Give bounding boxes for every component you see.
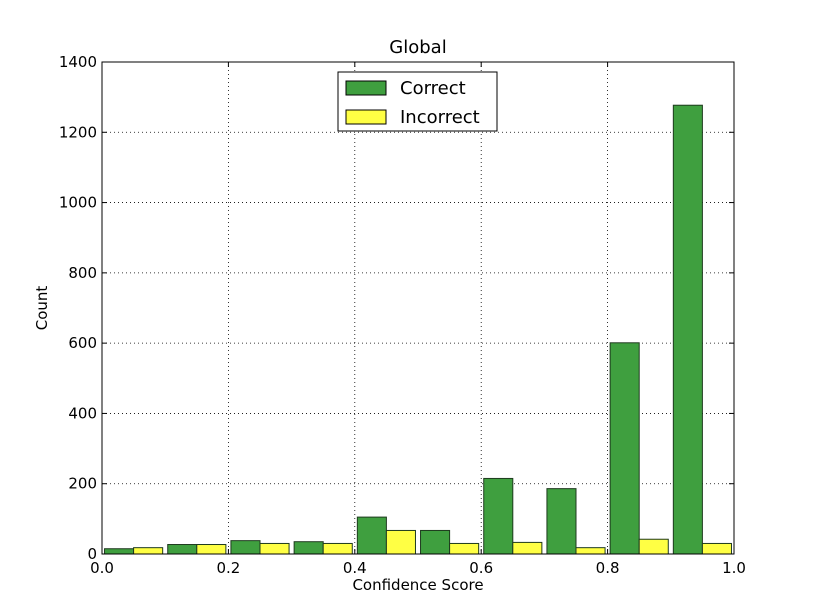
y-tick-label: 1200 xyxy=(59,123,97,141)
bar-incorrect xyxy=(638,538,669,555)
y-tick-label: 1000 xyxy=(59,194,97,212)
bar-correct xyxy=(672,104,703,555)
y-tick-label: 1400 xyxy=(59,53,97,71)
y-tick-label: 200 xyxy=(68,475,97,493)
bar-incorrect xyxy=(701,542,732,555)
y-tick-label: 800 xyxy=(68,264,97,282)
grid-lines xyxy=(102,62,734,554)
legend-swatch-incorrect xyxy=(345,109,387,125)
bar-incorrect xyxy=(322,542,353,555)
bar-incorrect xyxy=(259,542,290,555)
legend: Correct Incorrect xyxy=(337,71,498,132)
y-tick-label: 0 xyxy=(87,545,97,563)
legend-label-correct: Correct xyxy=(400,78,466,99)
bar-correct xyxy=(230,540,261,555)
bar-correct xyxy=(420,529,451,555)
x-tick-label: 0.2 xyxy=(216,559,240,577)
chart-title: Global xyxy=(389,37,446,58)
x-tick-label: 0.4 xyxy=(343,559,367,577)
bars xyxy=(104,104,732,555)
ticks: 0.0 0.2 0.4 0.6 0.8 1.0 0 200 400 600 800 1000 1200 1… xyxy=(59,53,746,577)
bar-correct xyxy=(546,488,577,555)
bar-correct xyxy=(483,477,514,555)
y-tick-label: 400 xyxy=(68,404,97,422)
bar-incorrect xyxy=(196,544,227,555)
bar-incorrect xyxy=(385,529,416,555)
plot-frame xyxy=(101,61,735,555)
bar-correct xyxy=(609,342,640,555)
bar-incorrect xyxy=(449,542,480,555)
bar-correct xyxy=(167,544,198,555)
x-tick-label: 0.8 xyxy=(596,559,620,577)
bar-correct xyxy=(104,548,135,555)
y-axis-title: Count xyxy=(33,286,51,331)
bar-correct xyxy=(356,516,387,555)
x-tick-label: 0.0 xyxy=(90,559,114,577)
y-tick-label: 600 xyxy=(68,334,97,352)
x-tick-label: 0.6 xyxy=(469,559,493,577)
x-tick-label: 1.0 xyxy=(722,559,746,577)
x-axis-title: Confidence Score xyxy=(352,576,483,594)
legend-label-incorrect: Incorrect xyxy=(400,107,480,128)
bar-incorrect xyxy=(133,547,164,555)
bar-correct xyxy=(293,541,324,555)
bar-incorrect xyxy=(575,547,606,555)
legend-swatch-correct xyxy=(345,80,387,96)
bar-incorrect xyxy=(512,541,543,555)
